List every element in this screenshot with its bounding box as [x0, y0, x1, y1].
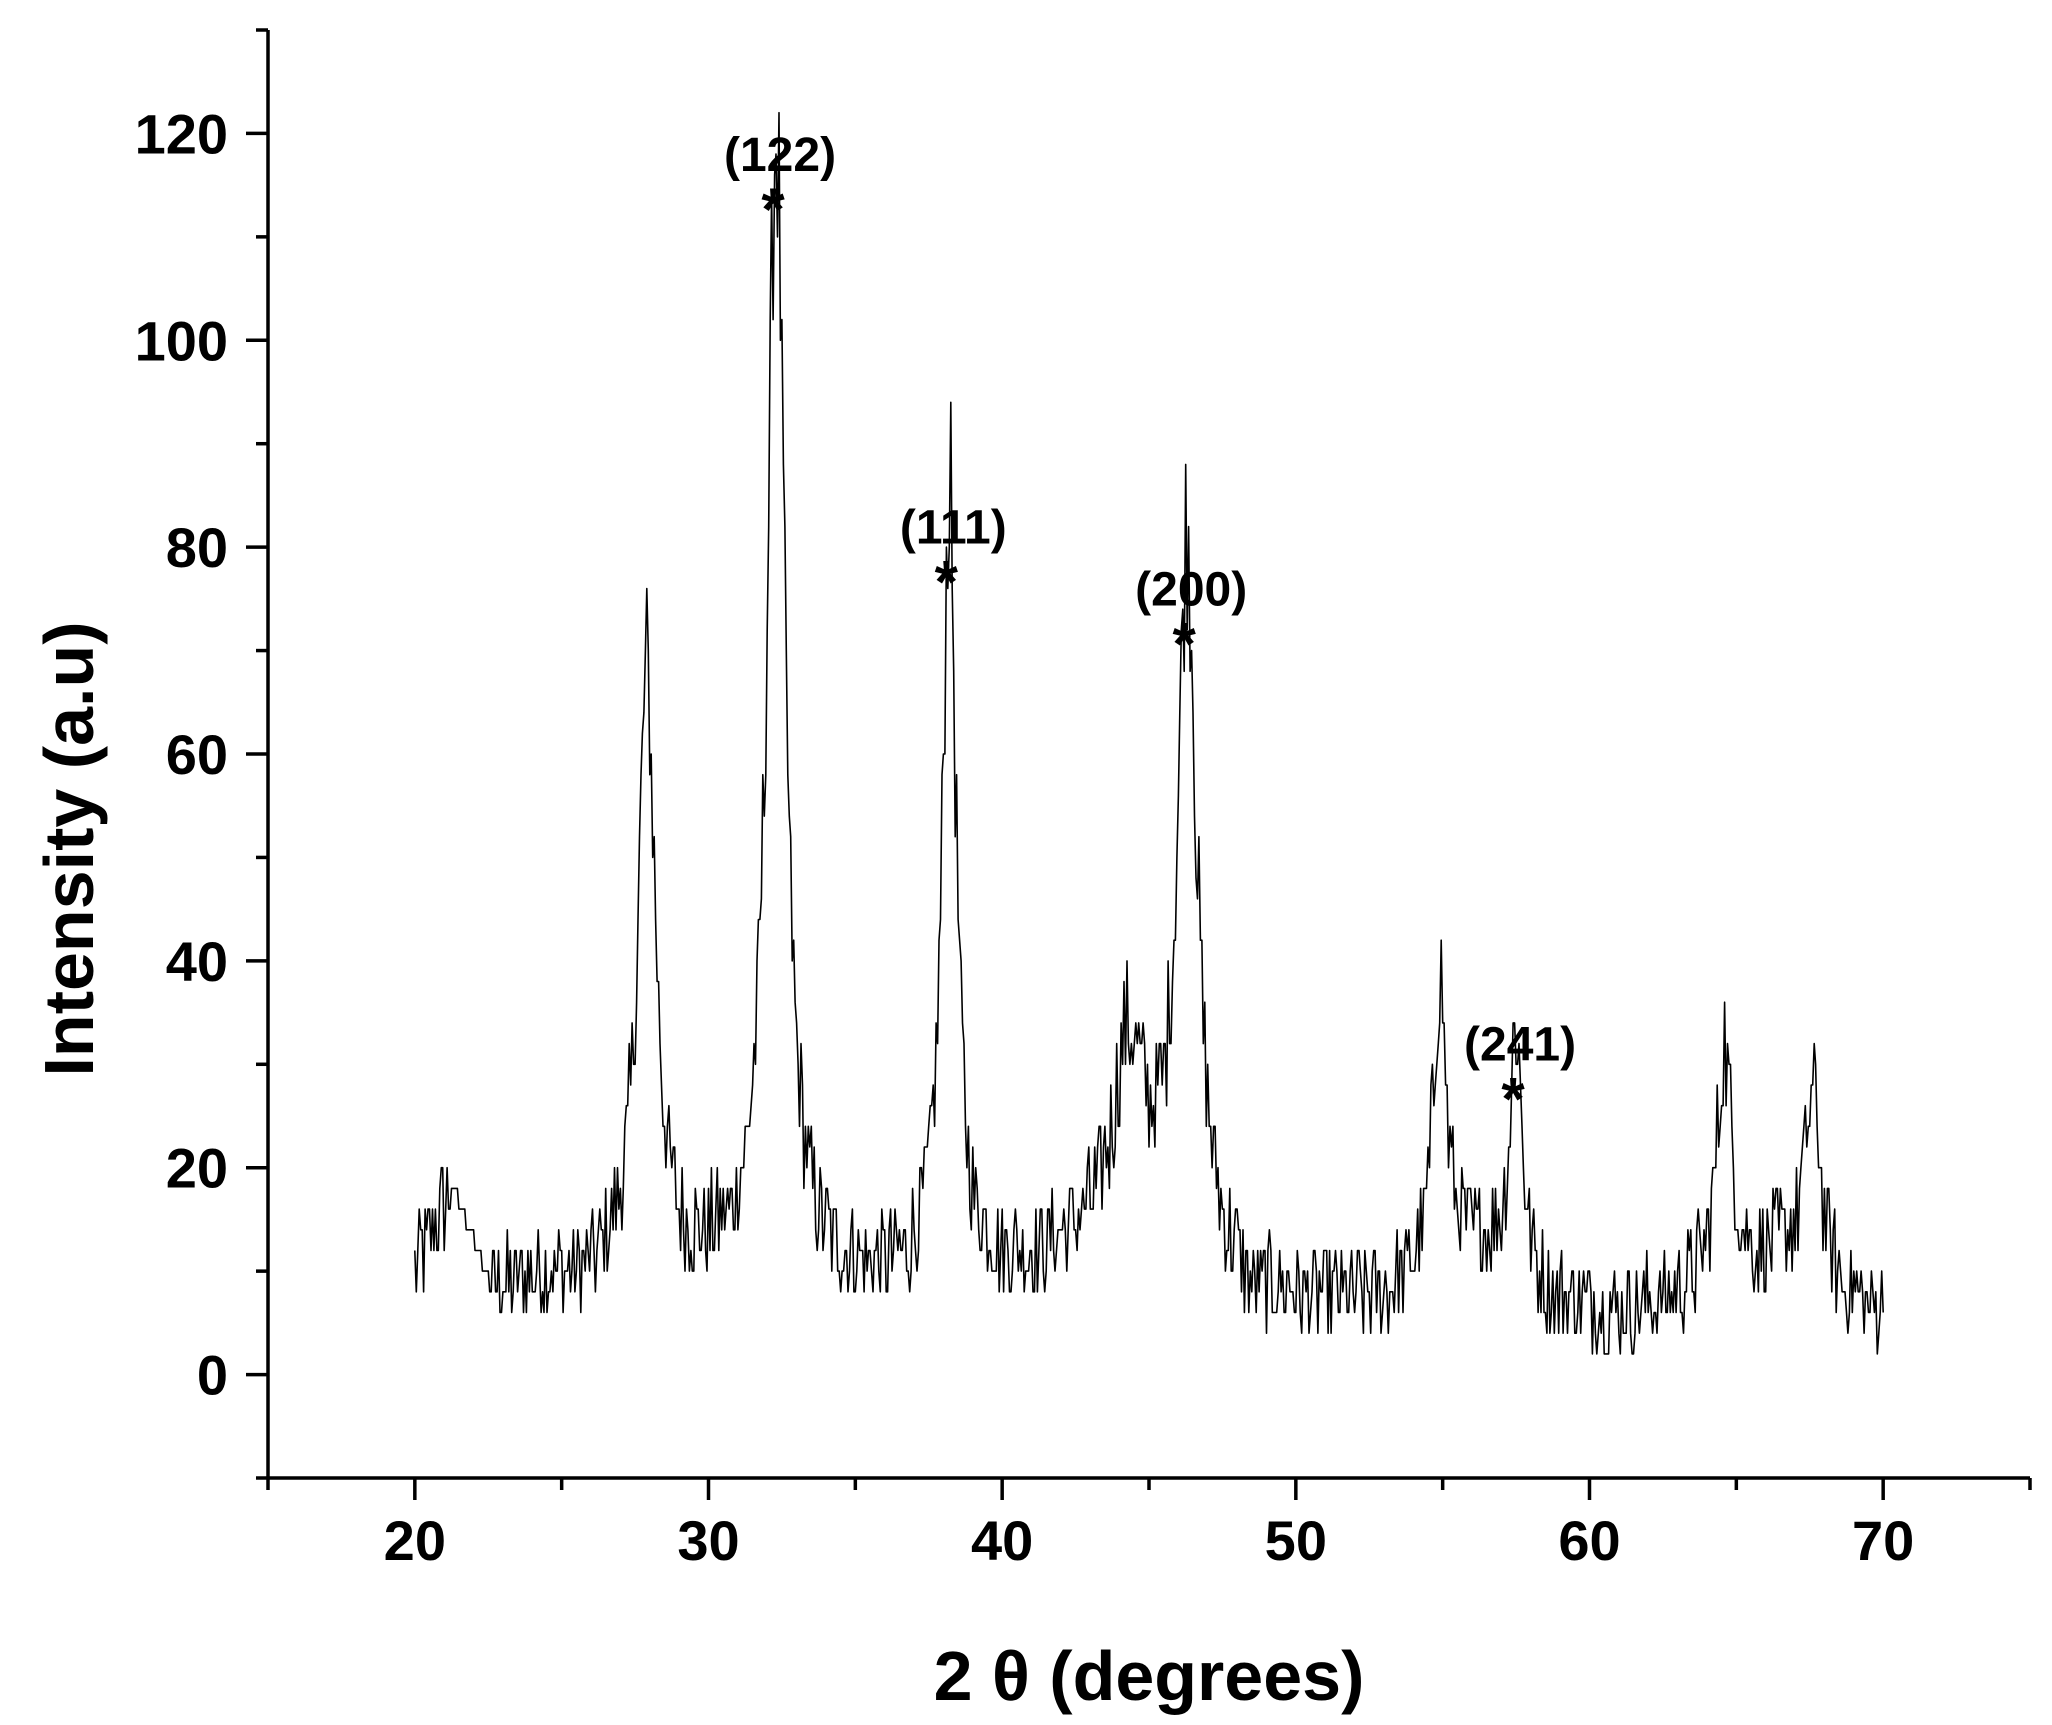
y-tick-label: 20 — [166, 1137, 228, 1200]
xrd-series-line — [414, 111, 1884, 1355]
x-tick-label: 30 — [677, 1509, 739, 1572]
plot-area — [414, 111, 1884, 1355]
x-axis-title: 2 θ (degrees) — [934, 1637, 1365, 1715]
y-tick-label: 80 — [166, 516, 228, 579]
y-axis-title: Intensity (a.u) — [30, 621, 108, 1076]
peak-marker: * — [935, 549, 959, 616]
x-tick-label: 70 — [1852, 1509, 1914, 1572]
x-axis: 20 30 40 50 60 70 — [266, 1476, 2032, 1572]
y-tick-label: 120 — [135, 102, 228, 165]
peak-annotations: *(122)*(111)*(200)*(241) — [724, 129, 1576, 1132]
x-tick-label: 20 — [384, 1509, 446, 1572]
peak-label: (122) — [724, 129, 836, 182]
y-tick-label: 100 — [135, 309, 228, 372]
peak-label: (200) — [1135, 564, 1247, 617]
y-tick-label: 60 — [166, 723, 228, 786]
y-tick-label: 40 — [166, 930, 228, 993]
x-tick-label: 60 — [1558, 1509, 1620, 1572]
peak-label: (111) — [900, 502, 1007, 555]
x-tick-label: 50 — [1265, 1509, 1327, 1572]
x-tick-label: 40 — [971, 1509, 1033, 1572]
y-tick-label: 0 — [197, 1344, 228, 1407]
peak-marker: * — [1172, 611, 1196, 678]
y-axis: 0 20 40 60 80 100 120 — [135, 28, 270, 1480]
peak-marker: * — [1501, 1066, 1525, 1133]
peak-label: (241) — [1464, 1019, 1576, 1072]
peak-marker: * — [761, 176, 785, 243]
